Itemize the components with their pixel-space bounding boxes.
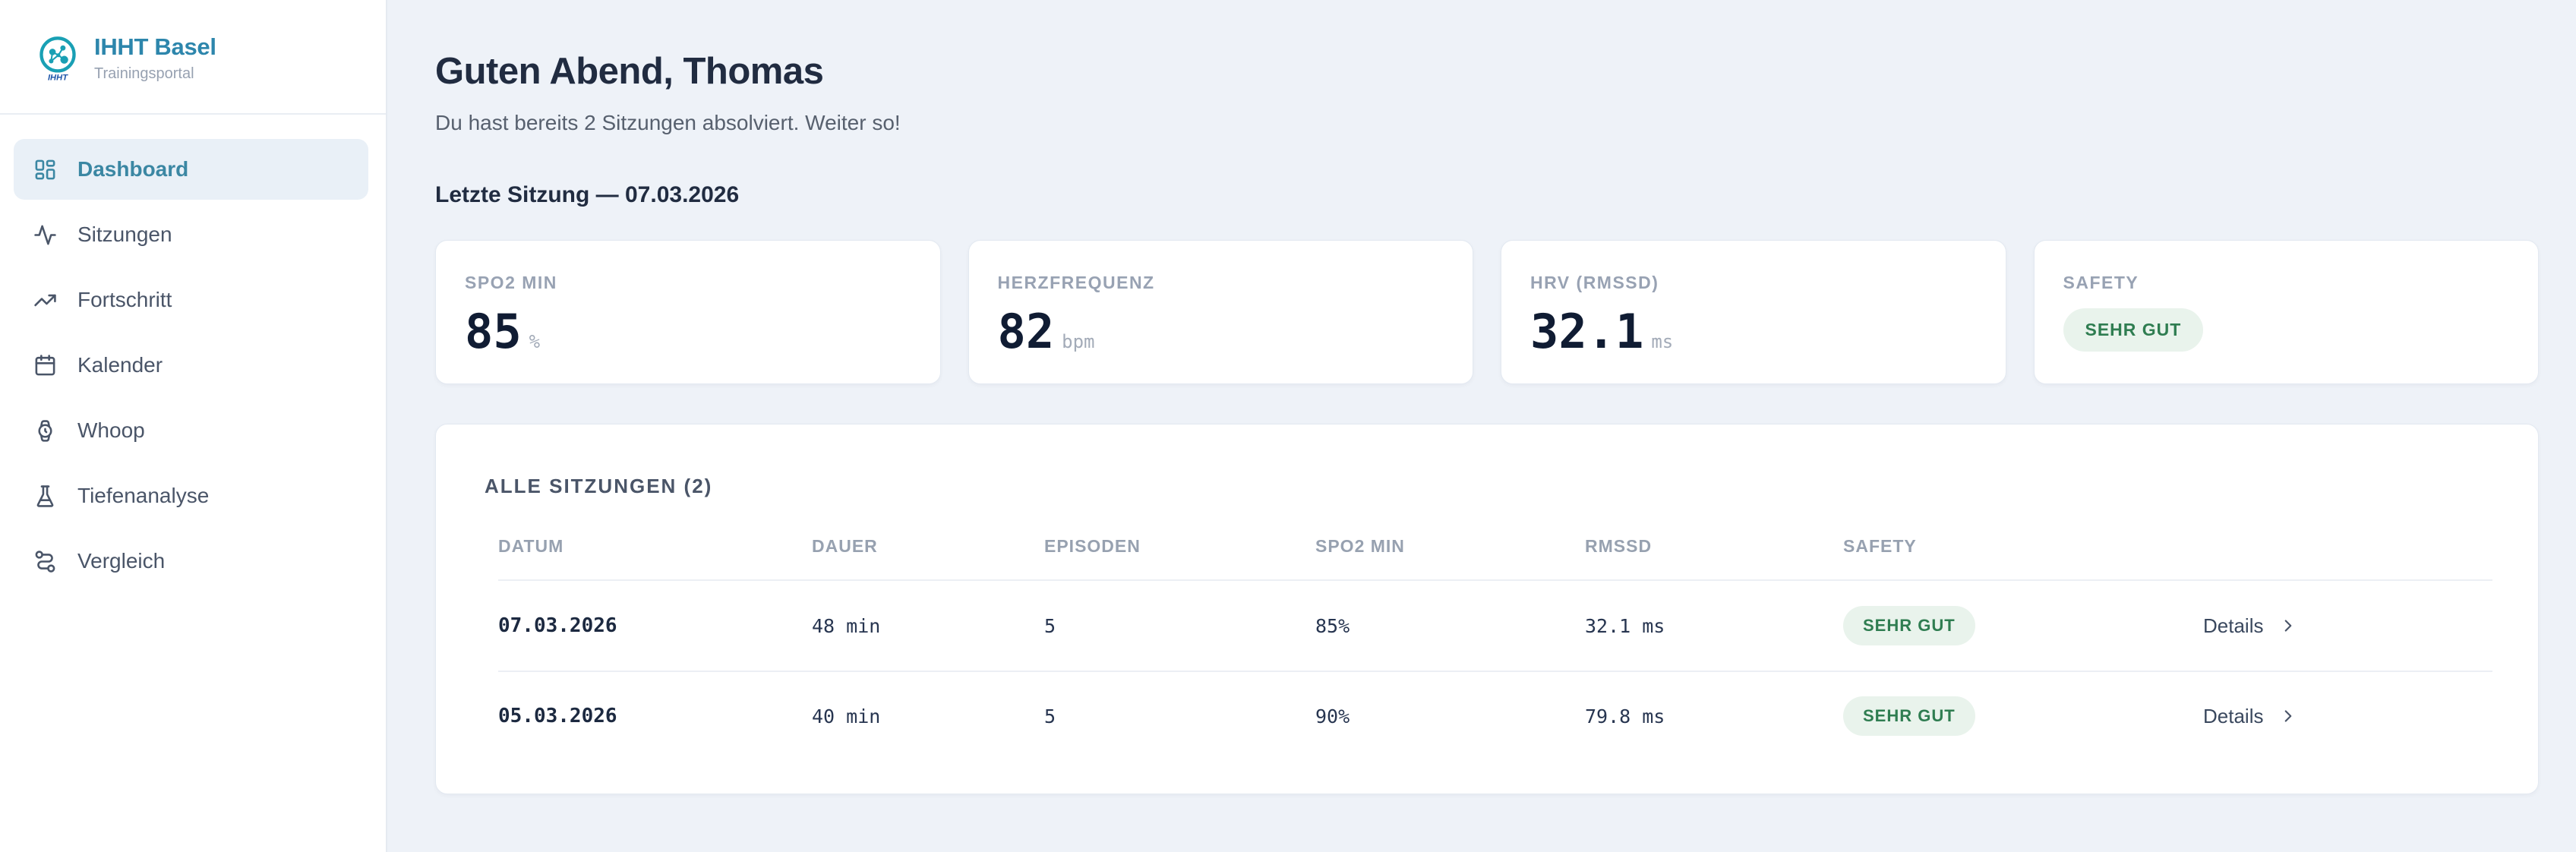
sidebar-item-dashboard[interactable]: Dashboard — [14, 139, 368, 200]
sidebar-item-vergleich[interactable]: Vergleich — [14, 531, 368, 592]
brand: IHHT IHHT Basel Trainingsportal — [0, 0, 386, 113]
table-row[interactable]: 07.03.2026 48 min 5 85% 32.1 ms SEHR GUT… — [498, 581, 2492, 671]
chevron-right-icon — [2285, 710, 2292, 722]
stat-label: SPO2 MIN — [465, 273, 557, 292]
sidebar-item-tiefenanalyse[interactable]: Tiefenanalyse — [14, 465, 368, 526]
sidebar-item-sitzungen[interactable]: Sitzungen — [14, 204, 368, 265]
sidebar-item-whoop[interactable]: Whoop — [14, 400, 368, 461]
activity-icon — [34, 225, 56, 245]
last-session-title: Letzte Sitzung — 07.03.2026 — [435, 182, 740, 207]
sidebar-item-label: Fortschritt — [77, 288, 172, 311]
route-icon — [35, 550, 55, 573]
column-header-spo2-min: SPO2 MIN — [1315, 536, 1405, 556]
sidebar-item-label: Kalender — [77, 353, 163, 377]
sidebar-item-label: Tiefenanalyse — [77, 484, 210, 507]
sidebar-item-kalender[interactable]: Kalender — [14, 335, 368, 396]
cell-safety: SEHR GUT — [1843, 696, 2203, 736]
stat-unit: % — [529, 331, 541, 352]
details-label: Details — [2203, 614, 2264, 637]
stat-card-safety: SAFETY SEHR GUT — [2033, 240, 2539, 384]
cell-details: Details — [2203, 705, 2492, 728]
column-header-safety: SAFETY — [1843, 536, 1917, 556]
cell-spo2-min: 90% — [1315, 705, 1350, 727]
watch-icon — [38, 419, 52, 442]
stat-value: 32.1 — [1530, 304, 1644, 359]
cell-episoden: 5 — [1044, 705, 1056, 727]
stat-card-spo2: SPO2 MIN 85 % — [435, 240, 941, 384]
stat-card-herzfrequenz: HERZFREQUENZ 82 bpm — [968, 240, 1473, 384]
cell-details: Details — [2203, 614, 2492, 638]
cell-datum: 07.03.2026 — [498, 614, 617, 637]
stat-label: HERZFREQUENZ — [997, 273, 1155, 292]
stat-value: 85 — [465, 304, 522, 359]
greeting-message: Du hast bereits 2 Sitzungen absolviert. … — [435, 111, 901, 134]
sidebar-item-label: Whoop — [77, 418, 145, 442]
details-link[interactable]: Details — [2203, 614, 2298, 638]
stat-card-hrv: HRV (RMSSD) 32.1 ms — [1501, 240, 2006, 384]
sidebar-item-label: Dashboard — [77, 157, 189, 181]
sidebar: IHHT IHHT Basel Trainingsportal Dashboar… — [0, 0, 387, 852]
cell-safety: SEHR GUT — [1843, 606, 2203, 645]
page-title: Guten Abend, Thomas — [435, 51, 824, 92]
details-link[interactable]: Details — [2203, 705, 2298, 728]
stat-label: HRV (RMSSD) — [1530, 273, 1659, 292]
column-header-datum: DATUM — [498, 536, 564, 556]
column-header-dauer: DAUER — [812, 536, 878, 556]
trending-up-icon — [34, 294, 56, 306]
table-row[interactable]: 05.03.2026 40 min 5 90% 79.8 ms SEHR GUT… — [498, 671, 2492, 760]
app-title: IHHT Basel — [94, 33, 216, 60]
flask-icon — [36, 484, 54, 507]
sessions-table-title: ALLE SITZUNGEN (2) — [485, 475, 713, 497]
svg-text:IHHT: IHHT — [48, 73, 68, 82]
sidebar-item-label: Sitzungen — [77, 222, 172, 246]
stat-label: SAFETY — [2063, 273, 2139, 292]
main-content: Guten Abend, Thomas Du hast bereits 2 Si… — [387, 0, 2576, 852]
sidebar-nav: Dashboard Sitzungen Fortschritt Kalender — [0, 115, 386, 592]
stat-unit: bpm — [1062, 331, 1095, 352]
cell-episoden: 5 — [1044, 614, 1056, 637]
stat-value: 82 — [997, 304, 1055, 359]
column-header-episoden: EPISODEN — [1044, 536, 1141, 556]
safety-badge: SEHR GUT — [1843, 606, 1975, 645]
cell-rmssd: 32.1 ms — [1585, 614, 1665, 637]
cell-dauer: 48 min — [812, 614, 881, 637]
brand-text: IHHT Basel Trainingsportal — [94, 33, 216, 83]
sidebar-item-label: Vergleich — [77, 549, 166, 573]
stat-unit: ms — [1651, 331, 1674, 352]
cell-datum: 05.03.2026 — [498, 705, 617, 727]
column-header-rmssd: RMSSD — [1585, 536, 1653, 556]
sidebar-divider — [0, 113, 386, 115]
sessions-table-card: ALLE SITZUNGEN (2) DATUM DAUER EPISODEN … — [435, 424, 2539, 794]
cell-dauer: 40 min — [812, 705, 881, 727]
ihht-logo-icon: IHHT — [39, 36, 76, 82]
calendar-icon — [35, 354, 55, 375]
app-subtitle: Trainingsportal — [94, 65, 194, 82]
table-header-row: DATUM DAUER EPISODEN SPO2 MIN RMSSD SAFE… — [498, 536, 2492, 581]
stats-row: SPO2 MIN 85 % HERZFREQUENZ 82 bpm HRV (R… — [435, 240, 2539, 384]
cell-rmssd: 79.8 ms — [1585, 705, 1665, 727]
chevron-right-icon — [2285, 620, 2292, 632]
layout-dashboard-icon — [35, 159, 55, 179]
sidebar-item-fortschritt[interactable]: Fortschritt — [14, 270, 368, 330]
details-label: Details — [2203, 704, 2264, 727]
safety-badge: SEHR GUT — [2063, 308, 2204, 352]
cell-spo2-min: 85% — [1315, 614, 1350, 637]
safety-badge: SEHR GUT — [1843, 696, 1975, 736]
